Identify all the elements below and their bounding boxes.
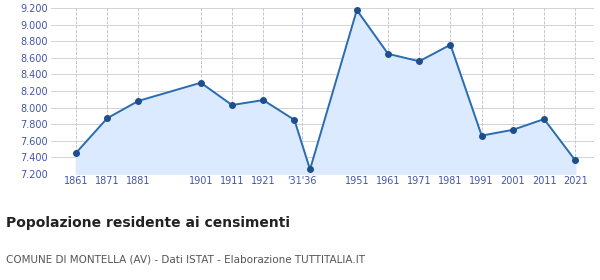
Point [227, 103, 237, 107]
Point [415, 59, 424, 64]
Point [103, 116, 112, 120]
Point [134, 99, 143, 103]
Point [383, 52, 393, 56]
Point [290, 118, 299, 122]
Point [305, 167, 315, 172]
Text: COMUNE DI MONTELLA (AV) - Dati ISTAT - Elaborazione TUTTITALIA.IT: COMUNE DI MONTELLA (AV) - Dati ISTAT - E… [6, 255, 365, 265]
Point [539, 117, 549, 121]
Point [196, 81, 206, 85]
Point [508, 128, 518, 132]
Point [259, 98, 268, 102]
Point [477, 133, 487, 138]
Point [571, 158, 580, 163]
Point [446, 43, 455, 47]
Point [352, 8, 362, 12]
Point [71, 151, 81, 155]
Text: Popolazione residente ai censimenti: Popolazione residente ai censimenti [6, 216, 290, 230]
